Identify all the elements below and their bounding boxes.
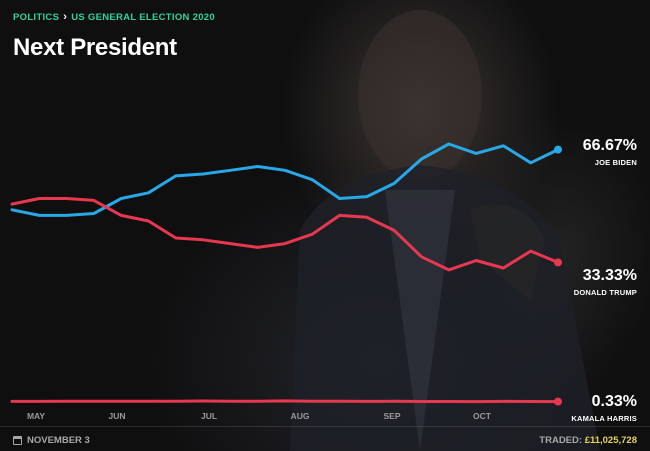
calendar-icon [13,436,22,445]
series-endpoint-donald-trump [554,258,562,267]
x-tick-label: OCT [473,411,491,421]
breadcrumb: POLITICS › US GENERAL ELECTION 2020 [13,11,215,24]
traded-value: £11,025,728 [584,435,637,446]
event-date: NOVEMBER 3 [13,435,90,446]
page-title: Next President [13,34,177,61]
x-tick-label: JUL [200,411,218,421]
series-endpoint-kamala-harris [554,397,562,406]
harris-name[interactable]: KAMALA HARRIS [571,414,637,423]
harris-percentage: 0.33% [591,393,637,410]
traded-volume: TRADED: £11,025,728 [539,435,637,446]
breadcrumb-event-link[interactable]: US GENERAL ELECTION 2020 [71,12,215,23]
trump-percentage: 33.33% [582,267,637,284]
x-tick-label: MAY [26,411,46,421]
chevron-right-icon: › [63,11,68,23]
traded-label: TRADED: [539,435,583,446]
event-date-label: NOVEMBER 3 [27,435,90,446]
series-line-joe-biden [10,142,560,217]
x-tick-label: JUN [108,411,126,421]
series-line-donald-trump [10,197,560,272]
market-footer: NOVEMBER 3 TRADED: £11,025,728 [0,426,650,451]
trump-name[interactable]: DONALD TRUMP [573,288,637,297]
series-endpoint-joe-biden [554,145,562,154]
biden-name[interactable]: JOE BIDEN [594,158,637,167]
x-tick-label: SEP [383,411,401,421]
x-tick-label: AUG [290,411,310,421]
biden-percentage: 66.67% [582,137,637,154]
breadcrumb-section-link[interactable]: POLITICS [13,12,60,23]
series-line-kamala-harris [10,399,560,404]
